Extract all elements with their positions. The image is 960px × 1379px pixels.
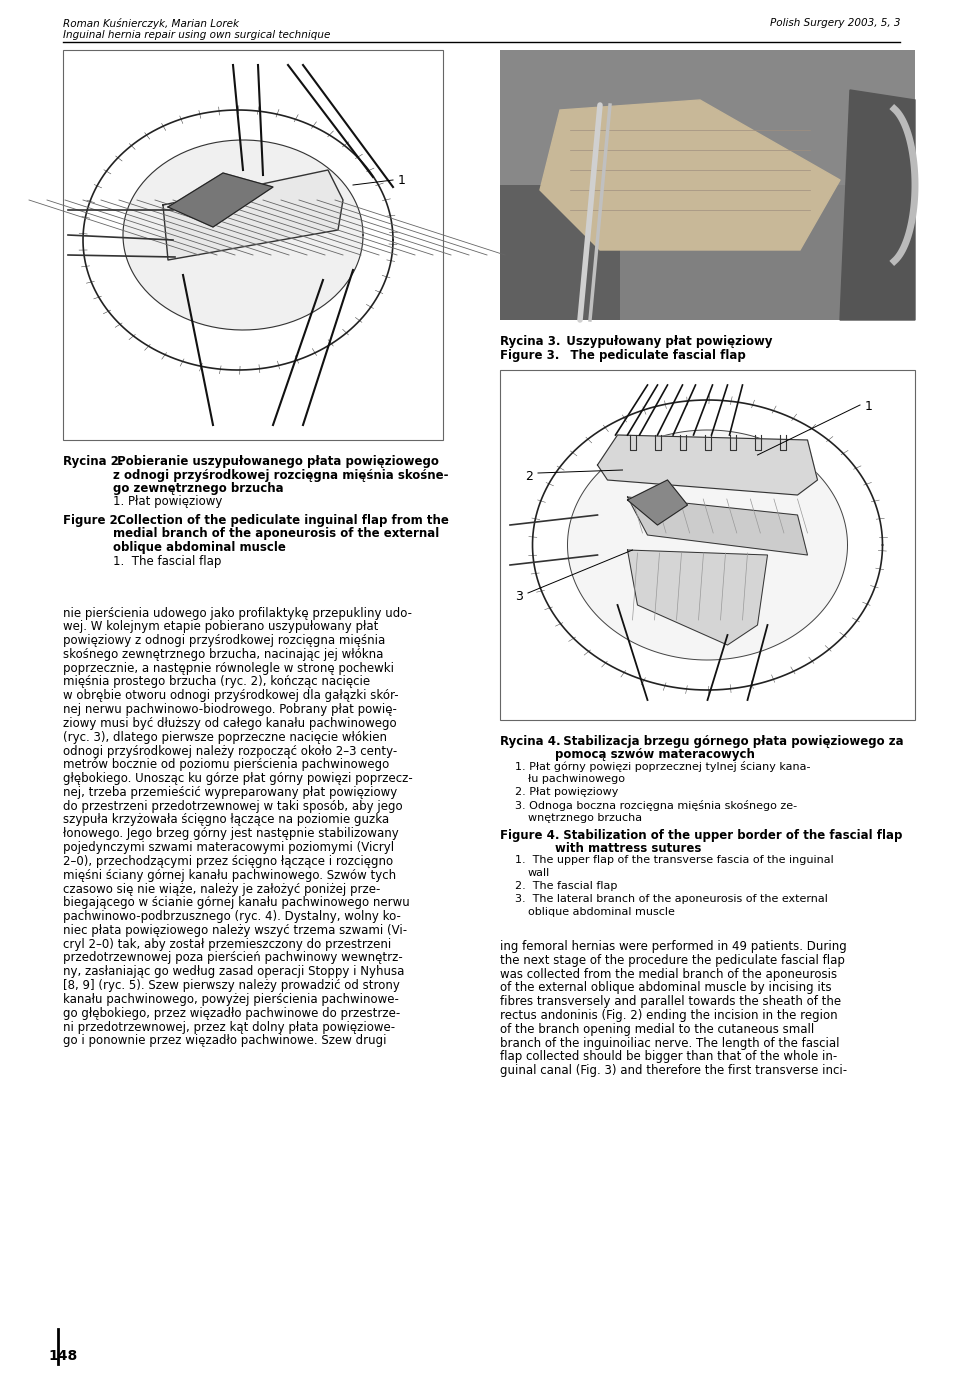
Text: mięśnia prostego brzucha (ryc. 2), kończąc nacięcie: mięśnia prostego brzucha (ryc. 2), kończ… [63, 676, 371, 688]
Text: łonowego. Jego brzeg górny jest następnie stabilizowany: łonowego. Jego brzeg górny jest następni… [63, 827, 398, 840]
Text: Stabilization of the upper border of the fascial flap: Stabilization of the upper border of the… [555, 829, 902, 843]
Text: the next stage of the procedure the pediculate fascial flap: the next stage of the procedure the pedi… [500, 954, 845, 967]
Text: Pobieranie uszypułowanego płata powięziowego: Pobieranie uszypułowanego płata powięzio… [113, 455, 439, 467]
Text: nej nerwu pachwinowo-biodrowego. Pobrany płat powię-: nej nerwu pachwinowo-biodrowego. Pobrany… [63, 703, 396, 716]
Text: oblique abdominal muscle: oblique abdominal muscle [528, 907, 675, 917]
Text: nej, trzeba przemieścić wypreparowany płat powięziowy: nej, trzeba przemieścić wypreparowany pł… [63, 786, 397, 798]
Text: go zewnętrznego brzucha: go zewnętrznego brzucha [113, 483, 283, 495]
Text: nie pierścienia udowego jako profilaktykę przepukliny udo-: nie pierścienia udowego jako profilaktyk… [63, 607, 412, 619]
Polygon shape [567, 430, 848, 661]
Text: ziowy musi być dłuższy od całego kanału pachwinowego: ziowy musi być dłuższy od całego kanału … [63, 717, 396, 729]
Text: rectus andoninis (Fig. 2) ending the incision in the region: rectus andoninis (Fig. 2) ending the inc… [500, 1009, 838, 1022]
Text: was collected from the medial branch of the aponeurosis: was collected from the medial branch of … [500, 968, 837, 980]
Text: 1. Płat powięziowy: 1. Płat powięziowy [113, 495, 223, 509]
Text: Figure 2.: Figure 2. [63, 514, 122, 527]
Text: Uszypułowany płat powięziowy: Uszypułowany płat powięziowy [558, 335, 773, 348]
Polygon shape [628, 480, 687, 525]
Polygon shape [540, 101, 840, 250]
Text: with mattress sutures: with mattress sutures [555, 843, 702, 855]
Text: 1.  The upper flap of the transverse fascia of the inguinal: 1. The upper flap of the transverse fasc… [515, 855, 833, 865]
Text: [8, 9] (ryc. 5). Szew pierwszy należy prowadzić od strony: [8, 9] (ryc. 5). Szew pierwszy należy pr… [63, 979, 400, 992]
Text: czasowo się nie wiąże, należy je założyć poniżej prze-: czasowo się nie wiąże, należy je założyć… [63, 883, 380, 895]
Text: wall: wall [528, 867, 550, 878]
Text: wnętrznego brzucha: wnętrznego brzucha [528, 814, 642, 823]
Text: 2: 2 [525, 470, 533, 483]
Text: Polish Surgery 2003, 5, 3: Polish Surgery 2003, 5, 3 [770, 18, 900, 28]
Text: Rycina 4.: Rycina 4. [500, 735, 561, 747]
Text: cryl 2–0) tak, aby został przemieszczony do przestrzeni: cryl 2–0) tak, aby został przemieszczony… [63, 938, 392, 950]
Polygon shape [840, 90, 915, 320]
Text: biegającego w ścianie górnej kanału pachwinowego nerwu: biegającego w ścianie górnej kanału pach… [63, 896, 410, 909]
Text: flap collected should be bigger than that of the whole in-: flap collected should be bigger than tha… [500, 1051, 837, 1063]
Text: Figure 3.: Figure 3. [500, 349, 560, 363]
Bar [500, 50, 915, 185]
Text: ing femoral hernias were performed in 49 patients. During: ing femoral hernias were performed in 49… [500, 940, 847, 953]
Text: w obrębie otworu odnogi przyśrodkowej dla gałązki skór-: w obrębie otworu odnogi przyśrodkowej dl… [63, 690, 398, 702]
Text: Rycina 2.: Rycina 2. [63, 455, 124, 467]
Text: Collection of the pediculate inguinal flap from the: Collection of the pediculate inguinal fl… [113, 514, 449, 527]
Text: Figure 4.: Figure 4. [500, 829, 560, 843]
Text: głębokiego. Unosząc ku górze płat górny powięzi poprzecz-: głębokiego. Unosząc ku górze płat górny … [63, 772, 413, 785]
Text: go i ponownie przez więzadło pachwinowe. Szew drugi: go i ponownie przez więzadło pachwinowe.… [63, 1034, 387, 1047]
Polygon shape [168, 172, 273, 228]
Text: Roman Kuśnierczyk, Marian Lorek: Roman Kuśnierczyk, Marian Lorek [63, 18, 239, 29]
Text: poprzecznie, a następnie równolegle w stronę pochewki: poprzecznie, a następnie równolegle w st… [63, 662, 394, 674]
Polygon shape [628, 496, 807, 554]
Text: 1.  The fascial flap: 1. The fascial flap [113, 554, 222, 568]
Text: do przestrzeni przedotrzewnowej w taki sposób, aby jego: do przestrzeni przedotrzewnowej w taki s… [63, 800, 402, 812]
Text: Inguinal hernia repair using own surgical technique: Inguinal hernia repair using own surgica… [63, 30, 330, 40]
Text: Rycina 3.: Rycina 3. [500, 335, 561, 348]
Text: oblique abdominal muscle: oblique abdominal muscle [113, 541, 286, 554]
Text: go głębokiego, przez więzadło pachwinowe do przestrze-: go głębokiego, przez więzadło pachwinowe… [63, 1007, 400, 1019]
Polygon shape [597, 434, 818, 495]
Bar [500, 185, 620, 320]
Text: Stabilizacja brzegu górnego płata powięziowego za: Stabilizacja brzegu górnego płata powięz… [555, 735, 903, 747]
Text: 3. Odnoga boczna rozcięgna mięśnia skośnego ze-: 3. Odnoga boczna rozcięgna mięśnia skośn… [515, 800, 797, 811]
Text: pojedynczymi szwami materacowymi poziomymi (Vicryl: pojedynczymi szwami materacowymi poziomy… [63, 841, 395, 854]
Text: wej. W kolejnym etapie pobierano uszypułowany płat: wej. W kolejnym etapie pobierano uszypuł… [63, 621, 378, 633]
Text: fibres transversely and parallel towards the sheath of the: fibres transversely and parallel towards… [500, 996, 841, 1008]
Text: (ryc. 3), dlatego pierwsze poprzeczne nacięcie włókien: (ryc. 3), dlatego pierwsze poprzeczne na… [63, 731, 387, 743]
Polygon shape [628, 550, 767, 645]
Text: medial branch of the aponeurosis of the external: medial branch of the aponeurosis of the … [113, 528, 440, 541]
Text: ny, zasłaniając go według zasad operacji Stoppy i Nyhusa: ny, zasłaniając go według zasad operacji… [63, 965, 404, 978]
Text: of the external oblique abdominal muscle by incising its: of the external oblique abdominal muscle… [500, 982, 831, 994]
Polygon shape [163, 170, 343, 261]
Text: 3.  The lateral branch of the aponeurosis of the external: 3. The lateral branch of the aponeurosis… [515, 894, 828, 905]
Polygon shape [123, 141, 363, 330]
Text: powięziowy z odnogi przyśrodkowej rozcięgna mięśnia: powięziowy z odnogi przyśrodkowej rozcię… [63, 634, 385, 647]
Text: 2. Płat powięziowy: 2. Płat powięziowy [515, 787, 618, 797]
Text: skośnego zewnętrznego brzucha, nacinając jej włókna: skośnego zewnętrznego brzucha, nacinając… [63, 648, 383, 661]
Text: przedotrzewnowej poza pierścień pachwinowy wewnętrz-: przedotrzewnowej poza pierścień pachwino… [63, 952, 403, 964]
Text: niec płata powięziowego należy wszyć trzema szwami (Vi-: niec płata powięziowego należy wszyć trz… [63, 924, 407, 936]
Text: 148: 148 [48, 1349, 77, 1362]
Text: 2–0), przechodzącymi przez ścięgno łączące i rozcięgno: 2–0), przechodzącymi przez ścięgno łączą… [63, 855, 394, 867]
Text: 3: 3 [515, 590, 523, 603]
Bar [500, 50, 915, 320]
Text: pomocą szwów materacowych: pomocą szwów materacowych [555, 747, 755, 761]
Text: 2.  The fascial flap: 2. The fascial flap [515, 881, 617, 891]
Text: odnogi przyśrodkowej należy rozpocząć około 2–3 centy-: odnogi przyśrodkowej należy rozpocząć ok… [63, 745, 397, 757]
Text: of the branch opening medial to the cutaneous small: of the branch opening medial to the cuta… [500, 1023, 814, 1036]
Text: ni przedotrzewnowej, przez kąt dolny płata powięziowe-: ni przedotrzewnowej, przez kąt dolny pła… [63, 1020, 396, 1033]
Text: kanału pachwinowego, powyżej pierścienia pachwinowe-: kanału pachwinowego, powyżej pierścienia… [63, 993, 398, 1005]
Text: guinal canal (Fig. 3) and therefore the first transverse inci-: guinal canal (Fig. 3) and therefore the … [500, 1065, 847, 1077]
Text: szypuła krzyżowała ścięgno łączące na poziomie guzka: szypuła krzyżowała ścięgno łączące na po… [63, 814, 389, 826]
Text: 1: 1 [865, 400, 873, 412]
Text: branch of the inguinoiliac nerve. The length of the fascial: branch of the inguinoiliac nerve. The le… [500, 1037, 839, 1049]
Text: z odnogi przyśrodkowej rozcięgna mięśnia skośne-: z odnogi przyśrodkowej rozcięgna mięśnia… [113, 469, 448, 481]
Text: 1. Płat górny powięzi poprzecznej tylnej ściany kana-: 1. Płat górny powięzi poprzecznej tylnej… [515, 761, 810, 772]
Text: pachwinowo-podbrzusznego (ryc. 4). Dystalny, wolny ko-: pachwinowo-podbrzusznego (ryc. 4). Dysta… [63, 910, 401, 923]
Text: łu pachwinowego: łu pachwinowego [528, 774, 625, 785]
Text: 1: 1 [398, 174, 406, 186]
Text: mięśni ściany górnej kanału pachwinowego. Szwów tych: mięśni ściany górnej kanału pachwinowego… [63, 869, 396, 881]
Text: metrów bocznie od poziomu pierścienia pachwinowego: metrów bocznie od poziomu pierścienia pa… [63, 758, 389, 771]
Text: The pediculate fascial flap: The pediculate fascial flap [558, 349, 746, 363]
Bar [500, 50, 915, 320]
Bar [63, 50, 443, 440]
Bar [500, 370, 915, 720]
